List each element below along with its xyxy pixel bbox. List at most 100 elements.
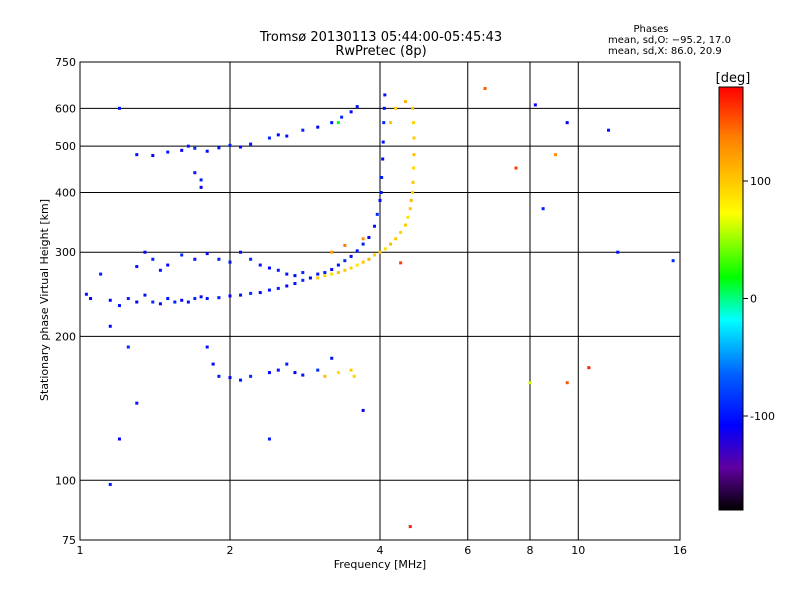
point-O-46	[383, 93, 387, 97]
point-O-66	[151, 154, 155, 158]
point-O-30	[330, 268, 334, 272]
point-O-67	[166, 150, 170, 154]
point-X-21	[412, 166, 416, 170]
point-X-20	[411, 180, 415, 184]
point-X-3	[336, 271, 340, 275]
point-O-107	[565, 121, 569, 125]
point-O-48	[143, 250, 147, 254]
point-O-29	[323, 271, 327, 275]
point-O-5	[126, 297, 130, 301]
point-X-17	[408, 207, 412, 211]
point-O-72	[217, 146, 221, 150]
point-X-14	[399, 230, 403, 234]
point-O-15	[199, 295, 203, 299]
point-X-4	[343, 268, 347, 272]
point-O-79	[301, 128, 305, 132]
point-O-98	[301, 373, 305, 377]
point-O-19	[239, 293, 243, 297]
y-tick-label-2: 200	[55, 330, 76, 343]
point-O-82	[340, 115, 344, 119]
y-tick-label-3: 300	[55, 246, 76, 259]
point-O-65	[135, 153, 139, 157]
point-O-54	[205, 252, 209, 256]
point-O-77	[276, 133, 280, 137]
point-X-37	[483, 87, 487, 91]
point-O-34	[355, 249, 359, 253]
point-O-23	[276, 286, 280, 290]
point-O-75	[249, 142, 253, 146]
data-points	[84, 87, 675, 529]
stats-line-x: mean, sd,X: 86.0, 20.9	[608, 46, 722, 57]
point-O-109	[671, 259, 675, 263]
y-tick-label-7: 750	[55, 56, 76, 69]
point-X-11	[383, 247, 387, 251]
point-O-45	[382, 106, 386, 110]
point-O-7	[143, 293, 147, 297]
point-X-18	[409, 198, 413, 202]
point-O-101	[117, 437, 121, 441]
point-O-105	[117, 106, 121, 110]
x-tick-label-0: 1	[77, 544, 84, 557]
colorbar-label: [deg]	[716, 71, 751, 86]
point-O-99	[316, 368, 320, 372]
point-O-14	[193, 297, 197, 301]
colorbar-ticks: 100 0 -100	[743, 175, 775, 423]
point-O-11	[173, 300, 177, 304]
point-O-94	[267, 371, 271, 375]
point-O-113	[361, 408, 365, 412]
point-O-76	[267, 136, 271, 140]
point-O-8	[151, 300, 155, 304]
point-X-16	[406, 215, 410, 219]
point-X-40	[587, 366, 591, 370]
point-O-91	[228, 376, 232, 380]
point-O-83	[349, 110, 353, 114]
point-O-89	[211, 362, 215, 366]
point-X-34	[343, 243, 347, 247]
x-tick-label-1: 2	[227, 544, 234, 557]
point-O-88	[205, 345, 209, 349]
point-X-12	[389, 242, 393, 246]
point-O-80	[316, 125, 320, 129]
point-O-97	[293, 371, 297, 375]
point-O-85	[193, 171, 197, 175]
point-X-42	[514, 166, 518, 170]
point-O-70	[193, 146, 197, 150]
point-O-112	[267, 437, 271, 441]
point-X-41	[408, 525, 412, 529]
plot-frame	[79, 61, 681, 541]
point-O-43	[381, 140, 385, 144]
point-O-74	[239, 145, 243, 149]
plot-grid	[80, 62, 680, 540]
point-O-100	[108, 482, 112, 486]
point-O-55	[217, 257, 221, 261]
stats-heading: Phases	[633, 24, 668, 35]
x-tick-label-5: 10	[571, 544, 585, 557]
y-tick-label-5: 500	[55, 140, 76, 153]
point-O-36	[367, 236, 371, 240]
point-X-2	[330, 272, 334, 276]
point-O-108	[607, 128, 611, 132]
point-O-110	[533, 103, 537, 107]
point-O-49	[151, 257, 155, 261]
point-O-87	[199, 185, 203, 189]
point-O-22	[267, 288, 271, 292]
x-tick-label-6: 16	[673, 544, 687, 557]
point-O-12	[180, 298, 184, 302]
point-O-63	[293, 274, 297, 278]
point-X-33	[330, 250, 334, 254]
point-O-2	[99, 272, 103, 276]
point-X-39	[565, 381, 569, 385]
point-X-29	[349, 368, 353, 372]
point-X-43	[528, 381, 532, 385]
point-X-9	[373, 253, 377, 257]
point-O-106	[541, 207, 545, 211]
point-O-95	[276, 368, 280, 372]
point-X-31	[336, 371, 340, 375]
point-O-35	[361, 242, 365, 246]
x-tick-label-3: 6	[464, 544, 471, 557]
point-X-24	[412, 121, 416, 125]
x-axis-label: Frequency [MHz]	[334, 558, 426, 571]
point-X-36	[399, 261, 403, 265]
point-O-93	[249, 374, 253, 378]
